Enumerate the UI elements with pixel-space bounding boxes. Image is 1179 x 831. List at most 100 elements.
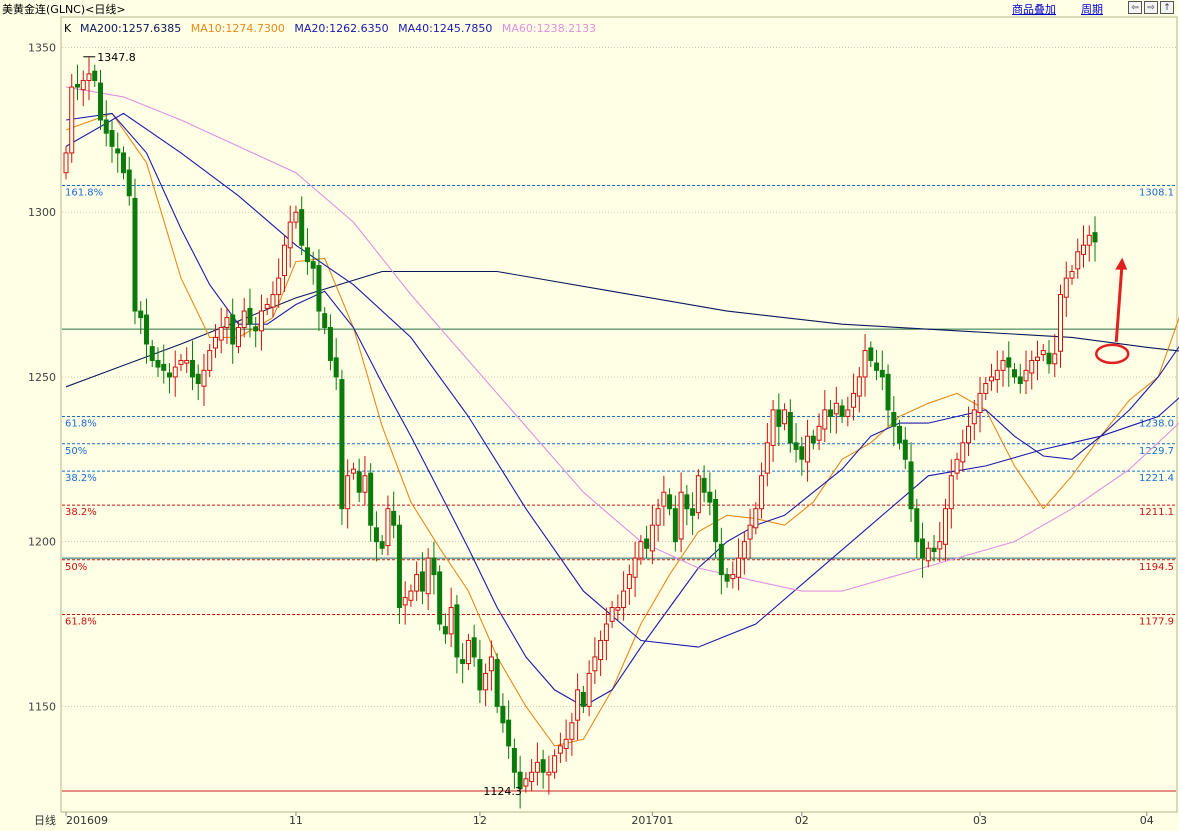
fib-value: 1194.5 [1139,562,1174,573]
candle-body [764,442,770,474]
x-tick-label: 03 [973,814,987,827]
candle-body [339,379,345,510]
candle-body [327,327,333,361]
candle-body [977,392,983,414]
candle-body [971,409,977,425]
candle-body [931,547,937,553]
candle-body [960,442,966,463]
candle-body [816,425,822,441]
red-arrow [1114,261,1124,342]
candle-body [897,425,903,444]
candle-body [143,314,149,345]
fib-label: 38.2% [65,473,97,484]
candle-body [810,435,816,444]
candle-body [391,510,397,526]
back-arrow-icon[interactable]: ⇦ [1128,1,1142,14]
candle-body [885,373,891,411]
y-tick-label: 1200 [28,536,56,549]
candle-body [828,409,834,417]
ma-line-ma200 [65,270,1179,388]
candle-body [218,327,224,341]
candle-body [856,376,862,397]
up-arrow-icon[interactable]: ↑ [1160,1,1174,14]
candle-body [661,491,667,507]
candle-body [97,82,103,121]
candle-body [431,557,437,576]
candle-body [667,494,673,510]
candle-body [626,574,632,589]
legend-ma10: MA10:1274.7300 [191,22,285,35]
candle-body [477,659,483,691]
candle-body [966,425,972,444]
candle-body [310,261,316,269]
candle-body [632,557,638,578]
candle-body [920,538,926,559]
candle-body [460,659,466,665]
candle-body [350,468,356,474]
candle-body [511,748,517,773]
period-link[interactable]: 周期 [1081,3,1103,16]
candle-body [609,607,615,622]
y-tick-label: 1350 [28,42,56,55]
candle-body [166,372,172,378]
highlight-circle [1094,343,1130,365]
candle-body [678,491,684,540]
fib-value: 1308.1 [1139,188,1174,199]
candle-body [235,327,241,348]
candle-body [454,604,460,658]
forward-arrow-icon[interactable]: ⇨ [1144,1,1158,14]
ma-line-ma40 [65,112,1179,648]
candle-body [448,607,454,635]
candle-body [782,409,788,425]
candle-body [638,541,644,559]
candle-body [943,508,949,545]
x-tick-label: 201701 [631,814,673,827]
candle-body [672,508,678,543]
candle-body [408,590,414,601]
x-tick-label: 201609 [66,814,108,827]
candle-body [276,277,282,296]
candle-body [115,148,121,154]
candle-body [730,574,736,580]
candle-body [649,524,655,552]
candle-body [517,771,523,790]
candle-body [494,659,500,707]
candle-body [316,265,322,312]
candle-body [270,294,276,308]
candle-body [103,119,109,134]
candle-body [1006,357,1012,368]
candle-body [299,209,305,246]
candle-body [994,369,1000,381]
candle-body [471,637,477,658]
candle-body [488,656,494,672]
candle-body [770,409,776,446]
y-tick-label: 1150 [28,700,56,713]
candle-body [776,409,782,427]
fib-value: 1211.1 [1139,507,1174,518]
candle-body [1092,232,1098,243]
candle-body [983,383,989,394]
candle-body [753,508,759,529]
overlay-link[interactable]: 商品叠加 [1012,3,1056,16]
candle-body [580,692,586,707]
candle-body [1086,234,1092,246]
candle-body [736,557,742,578]
candle-body [356,471,362,493]
candle-body [207,350,213,371]
candle-body [805,435,811,463]
candle-body [425,557,431,595]
candle-body [379,541,385,549]
candle-body [86,73,92,81]
candle-body [1000,359,1006,371]
candle-body [914,508,920,543]
candle-body [644,538,650,549]
candle-body [184,359,190,364]
legend-ma40: MA40:1245.7850 [398,22,492,35]
candle-body [1052,353,1058,365]
candle-body [1081,244,1087,255]
candle-body [500,705,506,724]
candle-body [1040,350,1046,356]
candle-body [989,376,995,382]
legend-ma60: MA60:1238.2133 [502,22,596,35]
